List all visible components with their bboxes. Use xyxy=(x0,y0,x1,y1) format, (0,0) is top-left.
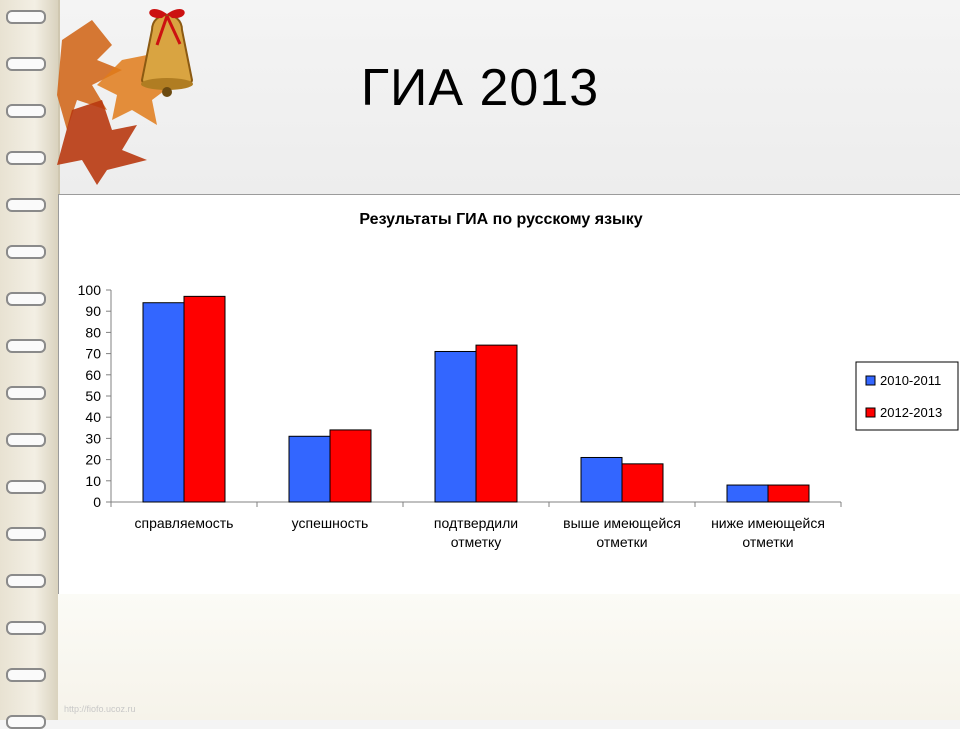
slide-footer-band xyxy=(58,594,960,720)
y-tick-label: 70 xyxy=(85,346,101,362)
bell-with-autumn-leaves-decoration xyxy=(57,8,194,185)
y-tick-label: 50 xyxy=(85,388,101,404)
chart-bars xyxy=(142,295,810,503)
y-tick-label: 0 xyxy=(93,494,101,510)
bar-1-cat-4 xyxy=(580,456,623,503)
bar-1-cat-3 xyxy=(434,350,477,503)
spiral-ring xyxy=(6,668,46,682)
spiral-ring xyxy=(6,339,46,353)
y-tick-label: 20 xyxy=(85,452,101,468)
spiral-ring xyxy=(6,57,46,71)
legend-box xyxy=(855,361,959,431)
x-category-label: успешность xyxy=(292,515,369,531)
spiral-ring xyxy=(6,151,46,165)
bar-1-cat-5 xyxy=(726,484,769,503)
y-tick-label: 10 xyxy=(85,473,101,489)
legend-swatch xyxy=(865,375,876,386)
y-tick-label: 100 xyxy=(78,282,102,298)
y-tick-label: 80 xyxy=(85,324,101,340)
spiral-ring xyxy=(6,292,46,306)
spiral-ring xyxy=(6,621,46,635)
spiral-ring xyxy=(6,198,46,212)
y-tick-label: 40 xyxy=(85,409,101,425)
watermark-text: http://fiofo.ucoz.ru xyxy=(64,704,136,714)
bar-2-cat-2 xyxy=(329,429,372,503)
spiral-ring xyxy=(6,104,46,118)
spiral-ring xyxy=(6,245,46,259)
x-category-label: подтвердили xyxy=(434,515,518,531)
bar-chart: Результаты ГИА по русскому языку 0 10 20 30… xyxy=(78,211,959,550)
spiral-ring xyxy=(6,433,46,447)
y-tick-label: 30 xyxy=(85,430,101,446)
chart-axes: 0 10 20 30 40 50 60 70 80 90 100 справляемость успеш… xyxy=(78,282,842,550)
chart-legend: 2010-2011 2012-2013 xyxy=(855,361,959,431)
legend-swatch xyxy=(865,407,876,418)
x-category-label: выше имеющейся xyxy=(563,515,681,531)
chart-title: Результаты ГИА по русскому языку xyxy=(359,211,642,228)
spiral-ring xyxy=(6,480,46,494)
spiral-ring xyxy=(6,715,46,729)
bar-2-cat-5 xyxy=(767,484,810,503)
x-category-label: справляемость xyxy=(135,515,234,531)
notebook-spiral-binding xyxy=(0,0,60,729)
legend-label: 2010-2011 xyxy=(880,373,941,388)
spiral-ring xyxy=(6,574,46,588)
spiral-ring xyxy=(6,10,46,24)
y-tick-label: 90 xyxy=(85,303,101,319)
bar-2-cat-4 xyxy=(621,463,664,503)
spiral-ring xyxy=(6,386,46,400)
y-tick-label: 60 xyxy=(85,367,101,383)
bar-1-cat-2 xyxy=(288,435,331,503)
chart-panel: Результаты ГИА по русскому языку 0 10 20 30… xyxy=(58,194,960,595)
x-category-label: отметку xyxy=(451,534,502,550)
bar-1-cat-1 xyxy=(142,302,185,503)
legend-label: 2012-2013 xyxy=(880,405,942,420)
bar-2-cat-3 xyxy=(475,344,518,503)
x-category-label: отметки xyxy=(742,534,793,550)
x-category-label: отметки xyxy=(596,534,647,550)
slide-title: ГИА 2013 xyxy=(360,59,600,117)
bar-2-cat-1 xyxy=(183,295,226,503)
spiral-ring xyxy=(6,527,46,541)
x-category-label: ниже имеющейся xyxy=(711,515,825,531)
